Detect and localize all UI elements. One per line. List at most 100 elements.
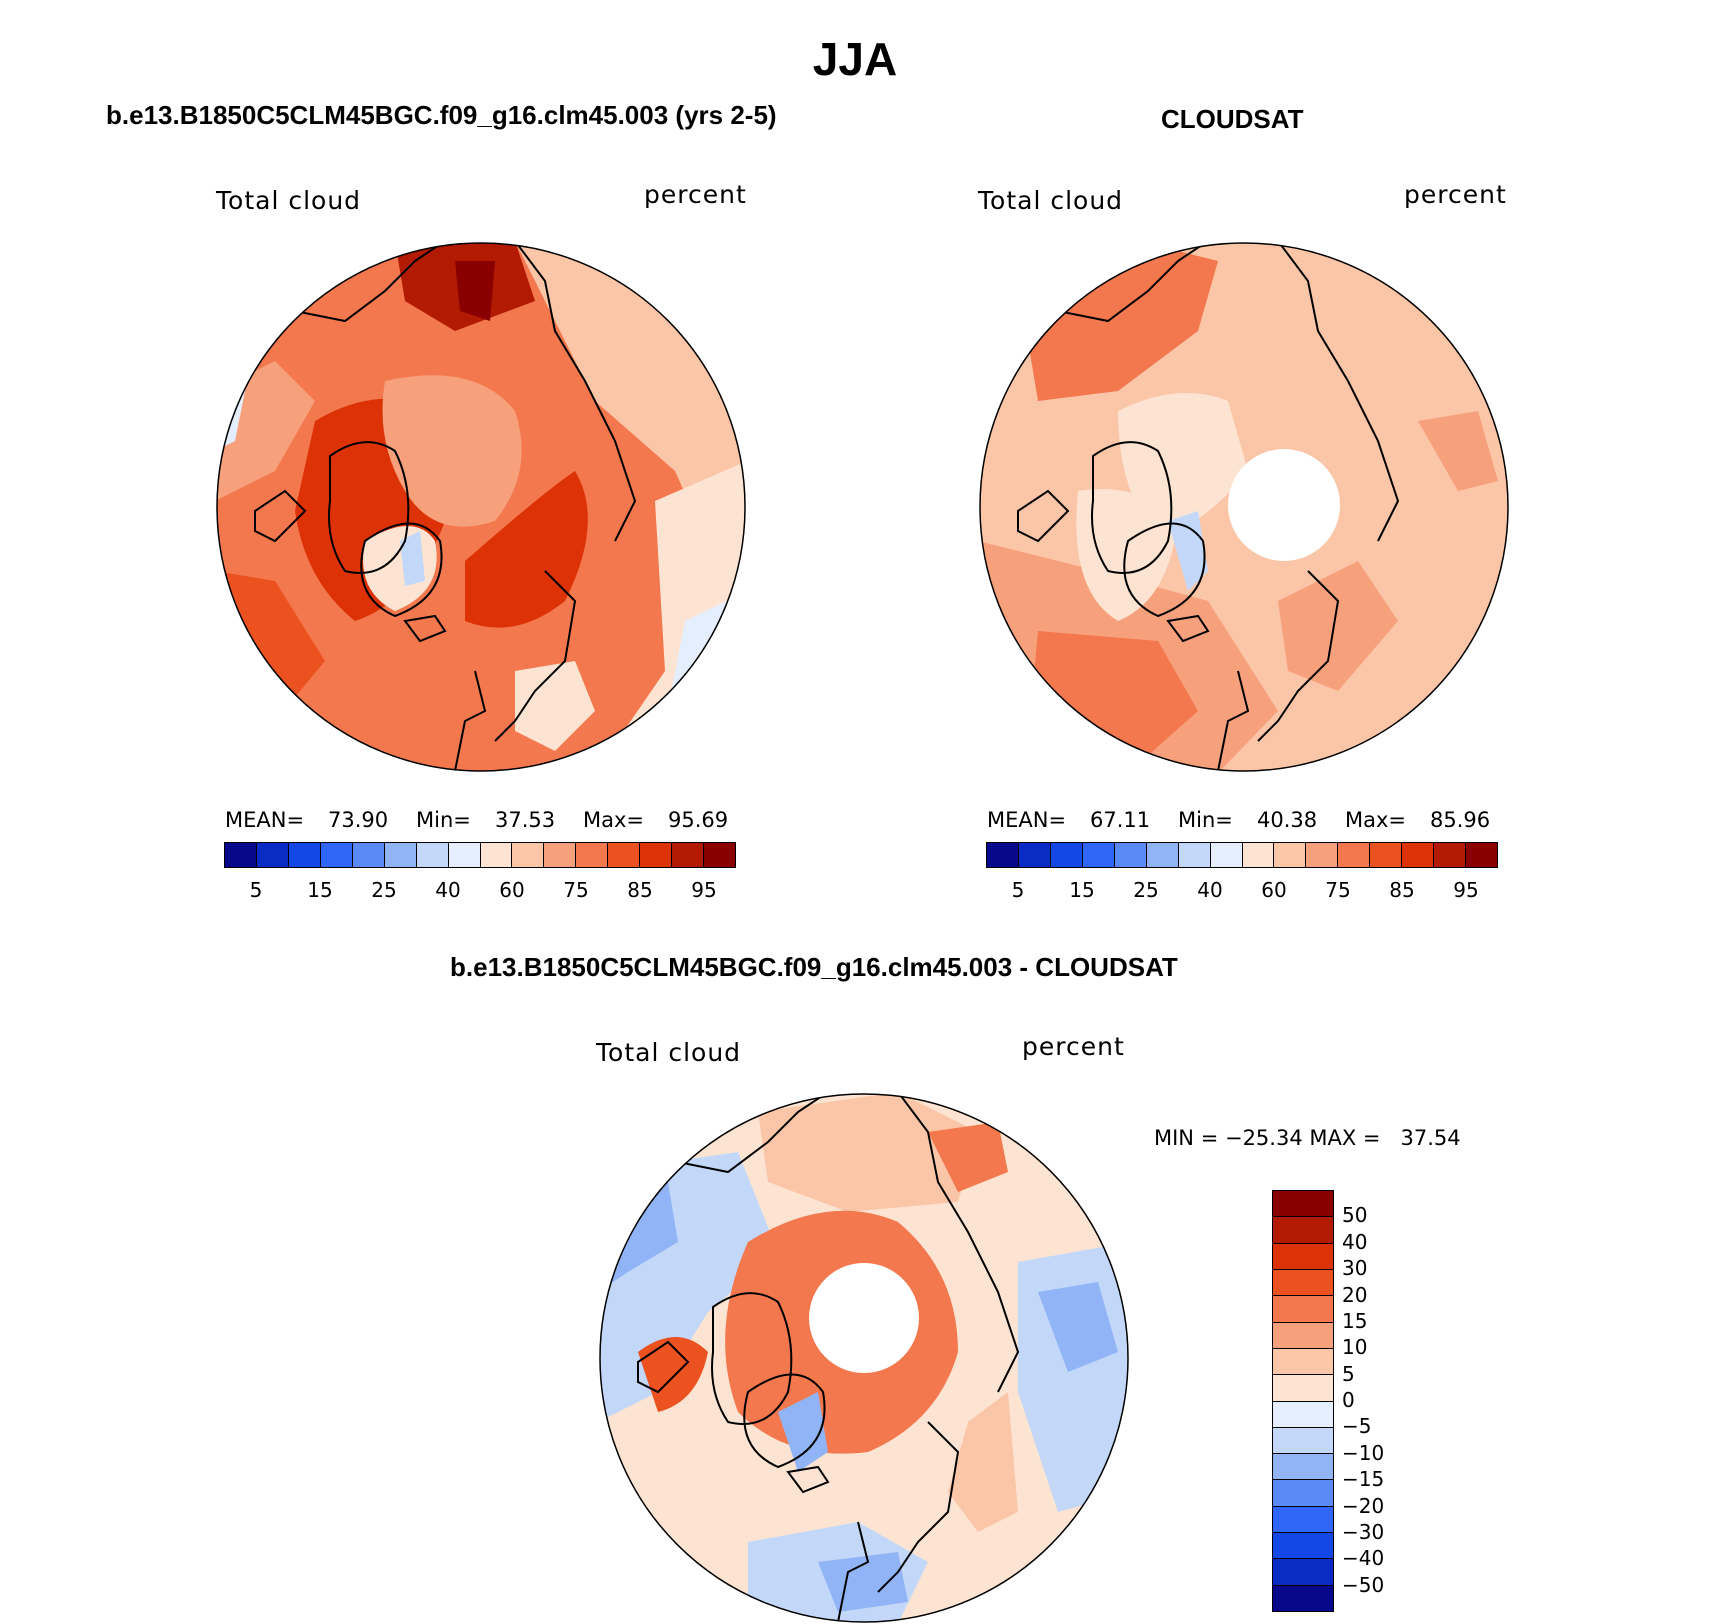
model-polar-map [216, 242, 746, 772]
diff-polar-map [599, 1093, 1129, 1623]
obs-colorbar-cell [1370, 843, 1403, 867]
obs-colorbar-cell [1018, 843, 1051, 867]
diff-colorbar-cell [1273, 1454, 1333, 1481]
obs-colorbar [986, 842, 1498, 868]
diff-colorbar-cell [1273, 1296, 1333, 1323]
diff-panel-title: b.e13.B1850C5CLM45BGC.f09_g16.clm45.003 … [450, 952, 1178, 982]
obs-colorbar-cell [1210, 843, 1243, 867]
model-colorbar-cell [352, 843, 385, 867]
model-max-value: 95.69 [668, 808, 729, 832]
diff-units-label: percent [1022, 1032, 1125, 1061]
model-colorbar-tick-label: 95 [691, 878, 717, 902]
obs-colorbar-tick-label: 5 [1011, 878, 1025, 902]
diff-colorbar-cell [1273, 1322, 1333, 1349]
diff-colorbar-cell [1273, 1559, 1333, 1586]
model-min-value: 37.53 [495, 808, 556, 832]
diff-colorbar-ticks: 50 40 30 20 15 10 5 0 −5 −10 −15 −20 −30 −40 −50 [1342, 1190, 1402, 1612]
diff-colorbar-cell [1273, 1585, 1333, 1611]
model-min-label: Min= [416, 808, 471, 832]
model-colorbar-cell [256, 843, 289, 867]
obs-colorbar-tick-label: 95 [1453, 878, 1479, 902]
model-colorbar-cell [416, 843, 449, 867]
obs-min-label: Min= [1178, 808, 1233, 832]
model-colorbar-cell [704, 843, 735, 867]
diff-colorbar-tick-label: 30 [1342, 1256, 1368, 1281]
diff-colorbar-cell [1273, 1243, 1333, 1270]
obs-max-value: 85.96 [1430, 808, 1491, 832]
diff-colorbar-tick-label: 20 [1342, 1282, 1368, 1307]
diff-colorbar-cell [1273, 1375, 1333, 1402]
obs-colorbar-cell [1338, 843, 1371, 867]
diff-colorbar-tick-label: −30 [1342, 1519, 1385, 1544]
model-colorbar-cell [288, 843, 321, 867]
obs-colorbar-cell [1466, 843, 1497, 867]
model-colorbar-cell [544, 843, 577, 867]
diff-colorbar-cell [1273, 1191, 1333, 1218]
diff-colorbar-cell [1273, 1427, 1333, 1455]
diff-colorbar-cell [1273, 1269, 1333, 1297]
obs-mean-value: 67.11 [1090, 808, 1151, 832]
model-colorbar-ticks: 5 15 25 40 60 75 85 95 [224, 878, 736, 904]
obs-colorbar-cell [1114, 843, 1147, 867]
obs-min-value: 40.38 [1257, 808, 1318, 832]
diff-colorbar-tick-label: −50 [1342, 1572, 1385, 1597]
diff-colorbar-tick-label: 0 [1342, 1388, 1355, 1412]
obs-colorbar-cell [1434, 843, 1467, 867]
model-colorbar-tick-label: 15 [307, 878, 333, 902]
obs-colorbar-tick-label: 25 [1133, 878, 1159, 902]
obs-colorbar-cell [1242, 843, 1275, 867]
obs-colorbar-cell [1274, 843, 1307, 867]
model-colorbar-tick-label: 5 [249, 878, 263, 902]
obs-panel-title: CLOUDSAT [1161, 104, 1304, 134]
obs-colorbar-tick-label: 40 [1197, 878, 1223, 902]
model-panel-title: b.e13.B1850C5CLM45BGC.f09_g16.clm45.003 … [106, 100, 777, 130]
diff-minmax-text: MIN = −25.34 MAX = 37.54 [1154, 1126, 1461, 1150]
diff-colorbar-tick-label: 15 [1342, 1308, 1368, 1333]
obs-colorbar-cell [1050, 843, 1083, 867]
model-colorbar-cell [672, 843, 705, 867]
obs-colorbar-cell [1082, 843, 1115, 867]
model-variable-label: Total cloud [216, 186, 362, 215]
obs-variable-label: Total cloud [978, 186, 1124, 215]
model-units-label: percent [644, 180, 747, 209]
model-colorbar-cell [225, 843, 257, 867]
main-title: JJA [812, 33, 898, 85]
obs-colorbar-cell [1306, 843, 1339, 867]
model-mean-value: 73.90 [328, 808, 389, 832]
model-colorbar-cell [640, 843, 673, 867]
diff-colorbar-tick-label: −5 [1342, 1414, 1372, 1439]
model-max-label: Max= [583, 808, 645, 832]
model-colorbar-cell [576, 843, 609, 867]
diff-colorbar-tick-label: −20 [1342, 1493, 1385, 1518]
obs-colorbar-cell [1178, 843, 1211, 867]
model-colorbar-cell [384, 843, 417, 867]
model-colorbar-tick-label: 75 [563, 878, 589, 902]
model-colorbar-cell [320, 843, 353, 867]
obs-colorbar-ticks: 5 15 25 40 60 75 85 95 [986, 878, 1498, 904]
diff-colorbar-tick-label: 10 [1342, 1335, 1368, 1360]
diff-colorbar-tick-label: −40 [1342, 1546, 1385, 1571]
obs-colorbar-cell [987, 843, 1019, 867]
obs-colorbar-tick-label: 75 [1325, 878, 1351, 902]
diff-colorbar-cell [1273, 1401, 1333, 1428]
obs-mean-label: MEAN= [987, 808, 1067, 832]
diff-colorbar-cell [1273, 1217, 1333, 1244]
model-colorbar-cell [448, 843, 481, 867]
obs-colorbar-tick-label: 60 [1261, 878, 1287, 902]
obs-max-label: Max= [1345, 808, 1407, 832]
model-colorbar-cell [512, 843, 545, 867]
model-mean-label: MEAN= [225, 808, 305, 832]
diff-variable-label: Total cloud [596, 1038, 742, 1067]
obs-colorbar-tick-label: 15 [1069, 878, 1095, 902]
diff-colorbar-tick-label: 5 [1342, 1361, 1355, 1386]
model-colorbar-cell [480, 843, 513, 867]
obs-colorbar-cell [1146, 843, 1179, 867]
obs-polar-map [979, 242, 1509, 772]
model-colorbar-tick-label: 25 [371, 878, 397, 902]
diff-colorbar-tick-label: −10 [1342, 1440, 1385, 1465]
model-colorbar-cell [608, 843, 641, 867]
diff-colorbar-cell [1273, 1348, 1333, 1376]
diff-colorbar-cell [1273, 1533, 1333, 1560]
model-colorbar [224, 842, 736, 868]
obs-colorbar-tick-label: 85 [1389, 878, 1415, 902]
